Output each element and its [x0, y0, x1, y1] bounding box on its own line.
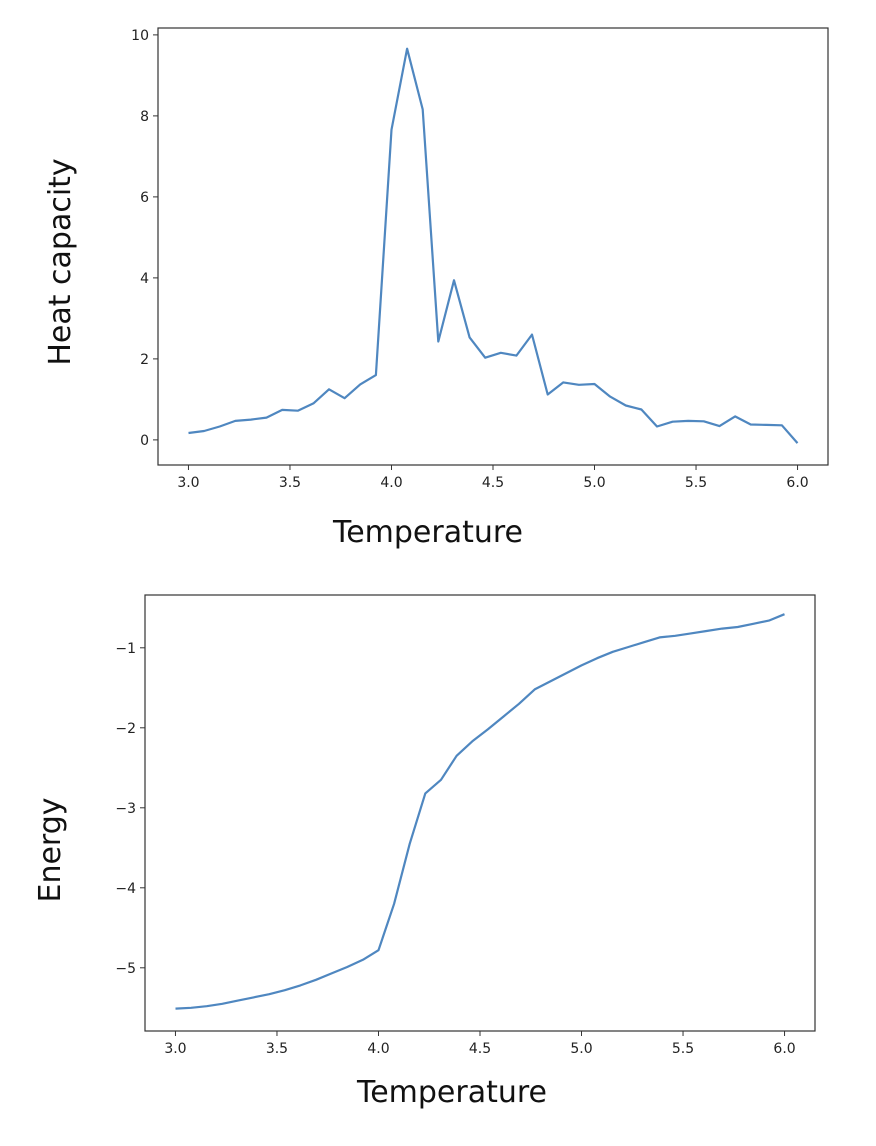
y-tick-label: −2	[115, 721, 136, 737]
y-tick-label: −3	[115, 801, 136, 817]
y-tick-label: 4	[140, 271, 149, 287]
x-tick-label: 4.5	[482, 475, 504, 491]
x-axis-label: Temperature	[356, 1075, 547, 1110]
y-tick-label: 2	[140, 352, 149, 368]
y-axis-label: Heat capacity	[43, 158, 78, 365]
axes-frame	[144, 594, 816, 1032]
y-axis-label: Energy	[33, 797, 68, 902]
y-tick-label: 6	[140, 190, 149, 206]
x-tick-label: 5.5	[685, 475, 707, 491]
x-tick-label: 3.0	[177, 475, 199, 491]
x-axis-label: Temperature	[332, 515, 523, 550]
axes-frame	[157, 27, 829, 466]
y-tick-label: 0	[140, 433, 149, 449]
y-tick-label: 8	[140, 109, 149, 125]
x-tick-label: 5.0	[583, 475, 605, 491]
y-tick-label: −5	[115, 961, 136, 977]
x-tick-label: 4.0	[380, 475, 402, 491]
x-tick-label: 6.0	[786, 475, 808, 491]
x-tick-label: 6.0	[773, 1041, 795, 1057]
heat-capacity-chart: 3.0 3.5 4.0 4.5 5.0 5.5 6.0 0 2 4 6 8 10 Temperature H…	[43, 27, 829, 550]
heat-capacity-series-line	[188, 47, 799, 444]
x-tick-label: 3.5	[266, 1041, 288, 1057]
x-tick-label: 3.0	[164, 1041, 186, 1057]
energy-chart: 3.0 3.5 4.0 4.5 5.0 5.5 6.0 −1 −2 −3 −4 −5 Temperatu…	[33, 594, 816, 1110]
x-tick-label: 4.0	[367, 1041, 389, 1057]
x-tick-label: 5.5	[672, 1041, 694, 1057]
x-tick-label: 5.0	[570, 1041, 592, 1057]
x-tick-label: 3.5	[279, 475, 301, 491]
y-tick-label: 10	[131, 28, 149, 44]
x-tick-label: 4.5	[469, 1041, 491, 1057]
energy-series-line	[175, 613, 785, 1010]
y-tick-label: −1	[115, 641, 136, 657]
y-tick-label: −4	[115, 881, 136, 897]
